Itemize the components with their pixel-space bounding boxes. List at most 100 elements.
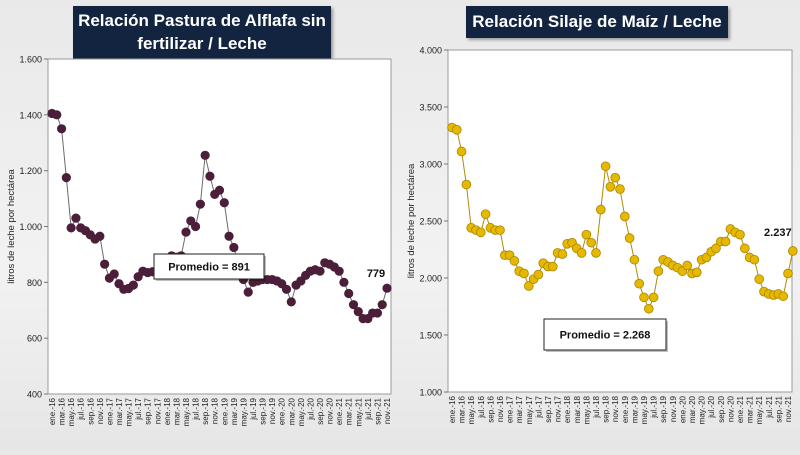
y-axis-label: litros de leche por hectárea xyxy=(406,163,417,278)
x-tick-label: sep.-21 xyxy=(774,395,783,422)
data-point xyxy=(71,213,81,223)
data-point xyxy=(461,179,472,190)
x-tick-label: sep.-16 xyxy=(486,395,495,422)
data-point xyxy=(739,243,750,254)
data-point xyxy=(348,300,359,310)
data-point xyxy=(456,146,467,157)
x-tick-label: sep.-17 xyxy=(144,397,153,424)
x-tick-label: sep.-17 xyxy=(544,395,553,422)
data-point xyxy=(720,236,731,247)
x-tick-label: sep.-18 xyxy=(602,395,611,422)
data-point xyxy=(95,231,105,241)
x-tick-label: mar.-19 xyxy=(230,397,239,425)
x-tick-label: nov.-21 xyxy=(383,397,392,424)
x-tick-label: may.-20 xyxy=(297,397,306,426)
x-tick-label: sep.-20 xyxy=(717,395,726,422)
left-chart-title: Relación Pastura de Alflafa sin fertiliz… xyxy=(73,6,331,59)
plot-area xyxy=(47,58,392,395)
x-tick-label: ene.-21 xyxy=(736,395,745,423)
data-point xyxy=(200,150,210,160)
average-box xyxy=(543,318,667,351)
x-tick-label: mar.-17 xyxy=(515,395,524,423)
data-point xyxy=(315,266,325,276)
x-tick-label: mar.-20 xyxy=(287,397,296,425)
data-point xyxy=(610,172,621,183)
average-box xyxy=(153,253,265,280)
data-point xyxy=(682,260,693,271)
x-tick-label: jul.-17 xyxy=(534,395,543,418)
data-point xyxy=(596,204,606,215)
data-point xyxy=(372,308,383,318)
x-tick-label: may.-17 xyxy=(125,397,134,426)
y-tick-label: 4.000 xyxy=(419,46,442,56)
x-tick-label: nov.-19 xyxy=(268,397,277,424)
x-tick-label: nov.-18 xyxy=(211,397,220,424)
x-tick-label: jul.-21 xyxy=(364,397,373,420)
right-chart-panel: 1.000 1.500 2.000 2.500 3.000 3.500 4.000 litro… xyxy=(400,40,798,450)
x-tick-label: ene.-19 xyxy=(621,395,630,423)
data-point xyxy=(586,237,597,248)
x-tick-label: ene.-20 xyxy=(278,397,287,425)
average-label: Promedio = 891 xyxy=(168,262,250,274)
x-tick-label: nov.-20 xyxy=(726,395,735,422)
data-point xyxy=(548,261,558,272)
x-tick-label: may.-19 xyxy=(239,397,248,426)
y-tick-label: 400 xyxy=(27,390,42,400)
data-point xyxy=(634,278,645,289)
x-tick-label: nov.-17 xyxy=(554,395,563,422)
x-tick-label: nov.-20 xyxy=(326,397,335,424)
data-point xyxy=(56,124,67,134)
data-point xyxy=(480,209,491,219)
x-tick-label: may.-21 xyxy=(755,395,764,424)
x-tick-label: jul.-20 xyxy=(707,395,716,418)
x-tick-label: ene.-18 xyxy=(163,397,172,425)
y-tick-label: 600 xyxy=(27,334,42,344)
x-tick-label: may.-20 xyxy=(698,395,707,424)
data-point xyxy=(509,256,520,266)
data-point xyxy=(576,248,587,258)
data-point xyxy=(620,211,630,222)
y-tick-label: 3.500 xyxy=(419,103,442,113)
x-tick-label: may.-18 xyxy=(182,397,191,426)
x-tick-label: mar.-16 xyxy=(58,397,67,425)
data-point xyxy=(451,125,462,135)
data-point xyxy=(219,198,229,208)
x-tick-label: may.-18 xyxy=(582,395,591,424)
data-point xyxy=(691,267,702,278)
data-point xyxy=(190,221,201,232)
y-tick-label: 1.000 xyxy=(419,388,442,398)
x-tick-label: mar.-16 xyxy=(458,395,467,423)
data-point xyxy=(624,233,635,243)
x-tick-label: mar.-21 xyxy=(746,395,755,423)
y-tick-label: 1.600 xyxy=(19,55,42,65)
data-point xyxy=(52,110,62,120)
x-tick-label: jul.-16 xyxy=(77,397,86,420)
x-tick-label: nov.-16 xyxy=(496,395,505,422)
x-tick-label: may.-16 xyxy=(67,397,76,426)
data-point xyxy=(711,243,721,254)
data-point xyxy=(524,281,534,291)
data-point xyxy=(783,268,793,279)
x-tick-label: sep.-16 xyxy=(86,397,95,424)
data-point xyxy=(591,248,601,258)
data-point xyxy=(639,292,649,303)
x-tick-label: may.-19 xyxy=(640,395,649,424)
left-chart-title-line-1: Relación Pastura de Alflafa sin xyxy=(78,11,326,30)
data-point xyxy=(353,307,363,317)
x-tick-label: nov.-16 xyxy=(96,397,105,424)
x-tick-label: ene.-18 xyxy=(563,395,572,423)
y-tick-label: 1.200 xyxy=(19,166,42,176)
y-tick-label: 800 xyxy=(27,278,42,288)
x-tick-label: jul.-16 xyxy=(477,395,486,418)
data-point xyxy=(754,274,765,284)
data-point xyxy=(644,303,654,314)
x-tick-label: jul.-18 xyxy=(192,397,201,420)
data-point xyxy=(787,246,798,256)
data-point xyxy=(286,297,296,307)
data-point xyxy=(214,185,225,195)
data-point xyxy=(615,184,625,194)
x-tick-label: jul.-18 xyxy=(592,395,601,418)
data-point xyxy=(735,229,745,240)
data-point xyxy=(519,268,529,279)
right-chart-svg: 1.000 1.500 2.000 2.500 3.000 3.500 4.000 litro… xyxy=(406,46,798,424)
